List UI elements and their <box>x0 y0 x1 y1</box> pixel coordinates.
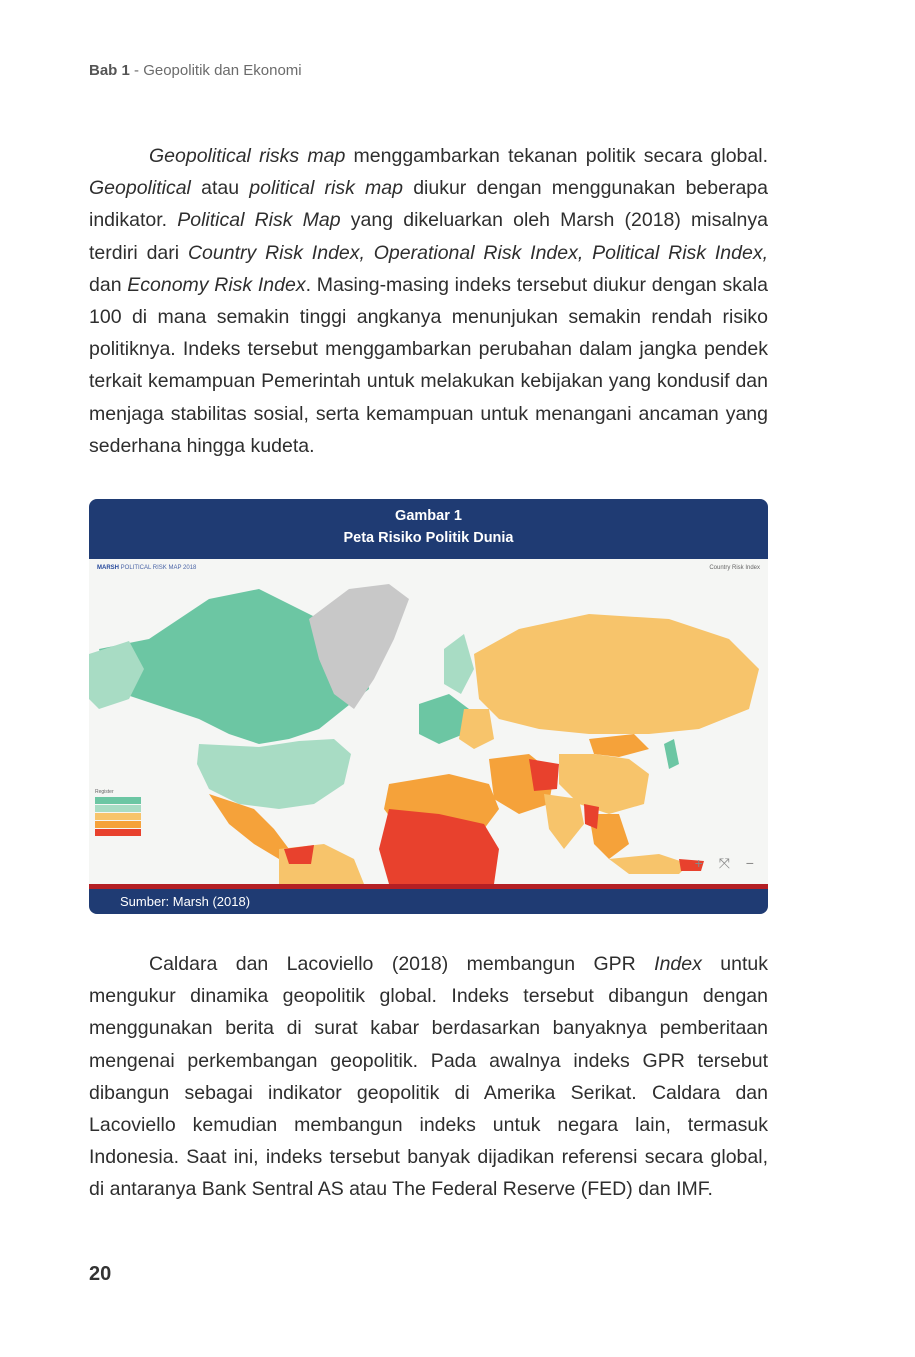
region-iran-afghanistan <box>529 759 559 791</box>
figure-divider <box>89 884 768 889</box>
text-run: untuk mengukur dinamika geopolitik globa… <box>89 953 769 1201</box>
running-head-separator: - <box>129 62 144 79</box>
region-eastern-europe <box>459 709 494 749</box>
zoom-controls[interactable]: + ⤧ − <box>694 855 760 871</box>
region-china <box>559 754 649 814</box>
region-mongolia <box>589 734 649 757</box>
legend-swatch-low-mid <box>95 805 141 812</box>
region-india <box>544 794 584 849</box>
italic-term: Economy Risk Index <box>127 273 306 296</box>
region-russia <box>474 614 759 734</box>
text-run: . Masing-masing indeks tersebut diukur d… <box>89 273 768 457</box>
figure-label: Gambar 1 <box>395 508 462 524</box>
text-run: yang dikeluarkan oleh Marsh (2018) misal… <box>89 209 768 264</box>
region-japan <box>664 739 679 769</box>
chapter-label: Bab 1 <box>89 62 130 79</box>
italic-term: Geopolitical <box>89 177 191 200</box>
running-head: Bab 1 - Geopolitik dan Ekonomi <box>89 62 302 79</box>
italic-term: Political Risk Map <box>177 209 341 232</box>
region-indonesia <box>609 854 689 874</box>
region-greenland <box>309 584 409 709</box>
region-western-europe <box>419 694 469 744</box>
figure-political-risk-map: Gambar 1 Peta Risiko Politik Dunia <box>89 499 768 914</box>
text-run: Caldara dan Lacoviello (2018) membangun … <box>149 953 655 975</box>
paragraph-geopolitical-risk-map: Geopolitical risks map menggambarkan tek… <box>89 140 768 462</box>
legend-swatch-mid-high <box>95 821 141 828</box>
world-map: MARSH POLITICAL RISK MAP 2018 Country Ri… <box>89 559 768 884</box>
map-legend: Register <box>95 789 141 837</box>
region-sub-saharan-africa <box>379 809 499 884</box>
index-selector[interactable]: Country Risk Index <box>709 565 760 571</box>
region-papua <box>679 859 704 871</box>
chapter-title: Geopolitik dan Ekonomi <box>143 62 302 79</box>
region-alaska <box>89 641 144 709</box>
text-run: menggambarkan tekanan politik secara glo… <box>345 145 769 167</box>
map-toolbar: MARSH POLITICAL RISK MAP 2018 <box>97 565 196 571</box>
figure-source: Sumber: Marsh (2018) <box>89 889 768 914</box>
figure-header: Gambar 1 Peta Risiko Politik Dunia <box>89 499 768 559</box>
world-map-graphic <box>89 559 768 884</box>
text-run: diukur dengan menggunakan beberapa indik… <box>89 177 768 232</box>
region-venezuela <box>284 845 314 864</box>
italic-term: Geopolitical risks map <box>149 145 346 167</box>
region-canada <box>99 589 369 744</box>
region-southeast-asia <box>589 814 629 859</box>
region-scandinavia <box>444 634 474 694</box>
italic-term: Index <box>654 953 702 975</box>
region-mexico <box>209 794 289 859</box>
figure-title: Peta Risiko Politik Dunia <box>343 530 514 546</box>
paragraph-gpr-index: Caldara dan Lacoviello (2018) membangun … <box>89 948 768 1206</box>
region-myanmar <box>584 804 599 829</box>
italic-term: Country Risk Index, Operational Risk Ind… <box>187 241 768 264</box>
marsh-logo: MARSH <box>97 565 119 571</box>
text-run: atau <box>190 177 250 200</box>
map-header-text: POLITICAL RISK MAP 2018 <box>120 565 197 571</box>
legend-swatch-low <box>95 797 141 804</box>
legend-swatch-mid <box>95 813 141 820</box>
region-usa <box>197 739 351 809</box>
italic-term: political risk map <box>249 177 403 200</box>
text-run: dan <box>89 273 128 296</box>
legend-swatch-high <box>95 829 141 836</box>
page-number: 20 <box>89 1263 112 1285</box>
legend-title: Register <box>95 789 114 795</box>
